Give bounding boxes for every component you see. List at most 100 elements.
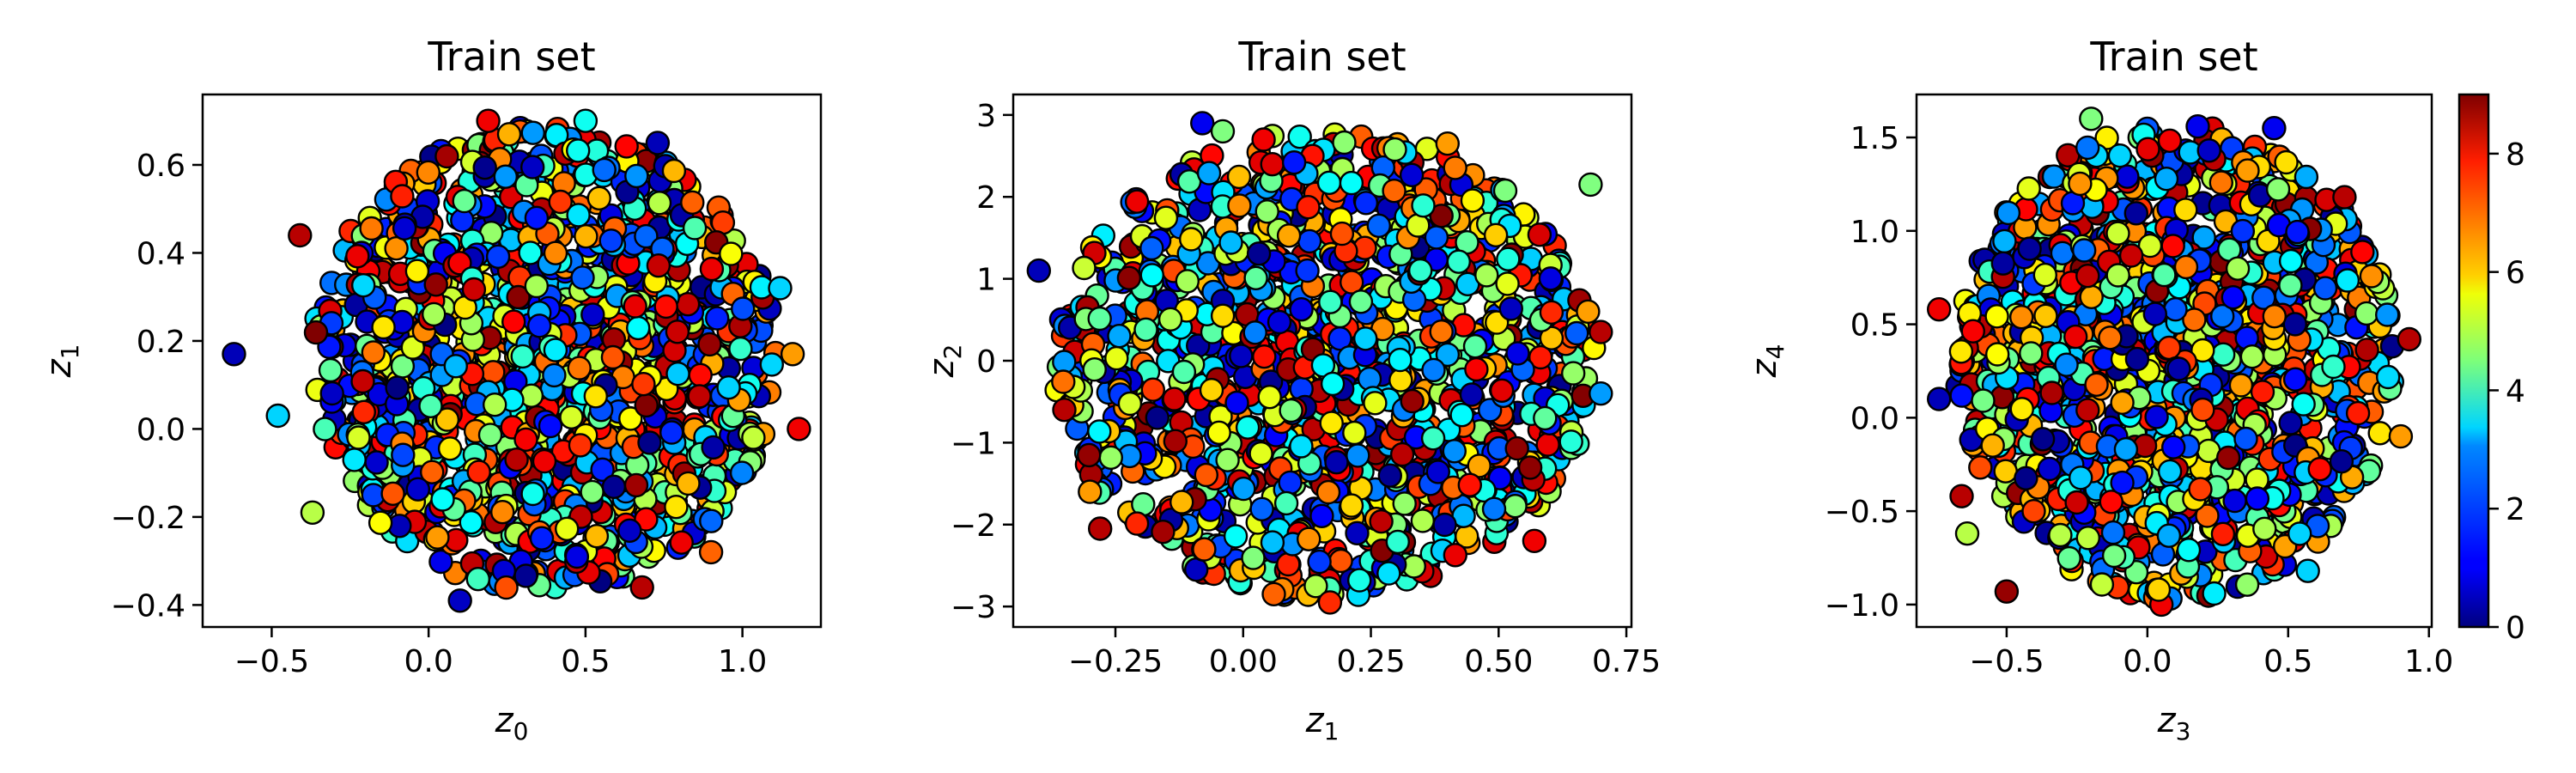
scatter-point: [1389, 441, 1415, 467]
scatter-point: [2098, 326, 2123, 350]
scatter-point: [2110, 390, 2135, 415]
y-tick-label: 1.5: [1850, 121, 1899, 156]
scatter-point: [2068, 171, 2093, 197]
scatter-point: [555, 516, 580, 541]
scatter-point: [520, 120, 545, 145]
scatter-point: [513, 427, 538, 452]
scatter-point: [2068, 466, 2093, 490]
y-tick-label: −0.4: [111, 588, 185, 624]
colorbar: 0 2 4 6 8: [2458, 93, 2525, 646]
scatter-point: [1246, 241, 1272, 266]
scatter-point: [1281, 149, 1307, 175]
x-axis-label: z1: [1305, 701, 1340, 746]
scatter-point: [634, 507, 659, 532]
scatter-point: [2008, 305, 2034, 330]
scatter-point: [380, 481, 405, 506]
scatter-point: [1990, 251, 2016, 276]
scatter-point: [504, 447, 529, 472]
scatter-point: [1339, 170, 1364, 196]
scatter-point: [2089, 572, 2115, 597]
y-tick-label: 3: [976, 99, 996, 134]
scatter-point: [1926, 386, 1952, 411]
scatter-point: [1082, 357, 1107, 382]
scatter-point: [1377, 463, 1403, 488]
scatter-point: [719, 241, 744, 266]
scatter-point: [2118, 243, 2144, 268]
y-axis-label-base: z: [1745, 358, 1784, 378]
x-axis-label-subscript: 0: [513, 717, 529, 746]
scatter-point: [2359, 264, 2385, 289]
scatter-point: [2075, 398, 2100, 423]
scatter-point: [542, 362, 567, 388]
colorbar-tick-label: 2: [2506, 492, 2525, 527]
scatter-point: [1107, 324, 1132, 349]
scatter-point: [1224, 390, 1249, 416]
scatter-point: [2030, 427, 2056, 452]
scatter-point: [2113, 437, 2139, 462]
x-axis-label-base: z: [1305, 701, 1325, 740]
y-axis-ticks: −3 −2 −1 0 1 2 3: [951, 99, 1013, 625]
scatter-point: [342, 447, 367, 472]
scatter-point: [1249, 441, 1273, 466]
scatter-point: [501, 309, 526, 334]
scatter-point: [506, 284, 531, 310]
scatter-panel-z0-z1: Train set −0.5 0.0 0.5 1.0 −0.4 −0.2 0.0 0.2 0.…: [39, 33, 823, 746]
scatter-point: [1192, 537, 1217, 562]
colorbar-tick-label: 8: [2506, 137, 2525, 173]
scatter-point: [2017, 236, 2042, 261]
scatter-point: [434, 407, 460, 432]
scatter-point: [1460, 188, 1485, 213]
scatter-point: [390, 184, 415, 209]
scatter-point: [1316, 170, 1342, 196]
scatter-point: [1242, 320, 1267, 345]
scatter-point: [1363, 391, 1388, 416]
scatter-point: [2124, 346, 2150, 372]
scatter-point: [2176, 538, 2202, 563]
scatter-point: [543, 338, 568, 362]
scatter-point: [2208, 170, 2234, 195]
scatter-point: [2215, 445, 2241, 471]
scatter-point: [1318, 289, 1343, 314]
plot-frame: [1915, 93, 2433, 629]
scatter-point: [466, 460, 491, 484]
scatter-point: [1503, 494, 1528, 519]
scatter-point: [1435, 342, 1461, 368]
scatter-point: [2016, 176, 2041, 201]
scatter-point: [1260, 530, 1285, 555]
scatter-point: [1589, 381, 1613, 406]
scatter-point: [780, 342, 805, 367]
scatter-point: [1276, 551, 1301, 577]
scatter-point: [1171, 359, 1197, 385]
scatter-point: [600, 344, 626, 370]
scatter-point: [1026, 258, 1052, 283]
scatter-point: [2293, 164, 2319, 190]
scatter-point: [634, 223, 659, 249]
scatter-point: [1206, 420, 1231, 445]
scatter-point: [1432, 512, 1457, 538]
scatter-point: [2084, 372, 2109, 397]
scatter-point: [1267, 309, 1292, 335]
scatter-point: [1564, 320, 1589, 346]
scatter-point: [1218, 230, 1243, 255]
scatter-point: [2014, 466, 2038, 490]
scatter-point: [586, 186, 611, 211]
scatter-point: [631, 372, 656, 397]
scatter-point: [2048, 522, 2073, 548]
scatter-point: [1163, 429, 1188, 453]
scatter-point: [1535, 432, 1560, 457]
x-axis-label-base: z: [2157, 701, 2177, 740]
scatter-point: [2210, 342, 2236, 367]
scatter-point: [590, 457, 615, 482]
scatter-point: [559, 405, 584, 429]
scatter-point: [1189, 111, 1215, 136]
scatter-point: [1226, 164, 1252, 190]
scatter-point: [496, 122, 522, 147]
scatter-point: [574, 224, 598, 249]
scatter-point: [2107, 143, 2133, 168]
scatter-point: [1252, 344, 1277, 369]
scatter-point: [1307, 549, 1332, 575]
scatter-point: [1210, 303, 1236, 328]
scatter-point: [1353, 191, 1379, 216]
scatter-point: [2071, 238, 2097, 263]
scatter-point: [1235, 415, 1261, 440]
